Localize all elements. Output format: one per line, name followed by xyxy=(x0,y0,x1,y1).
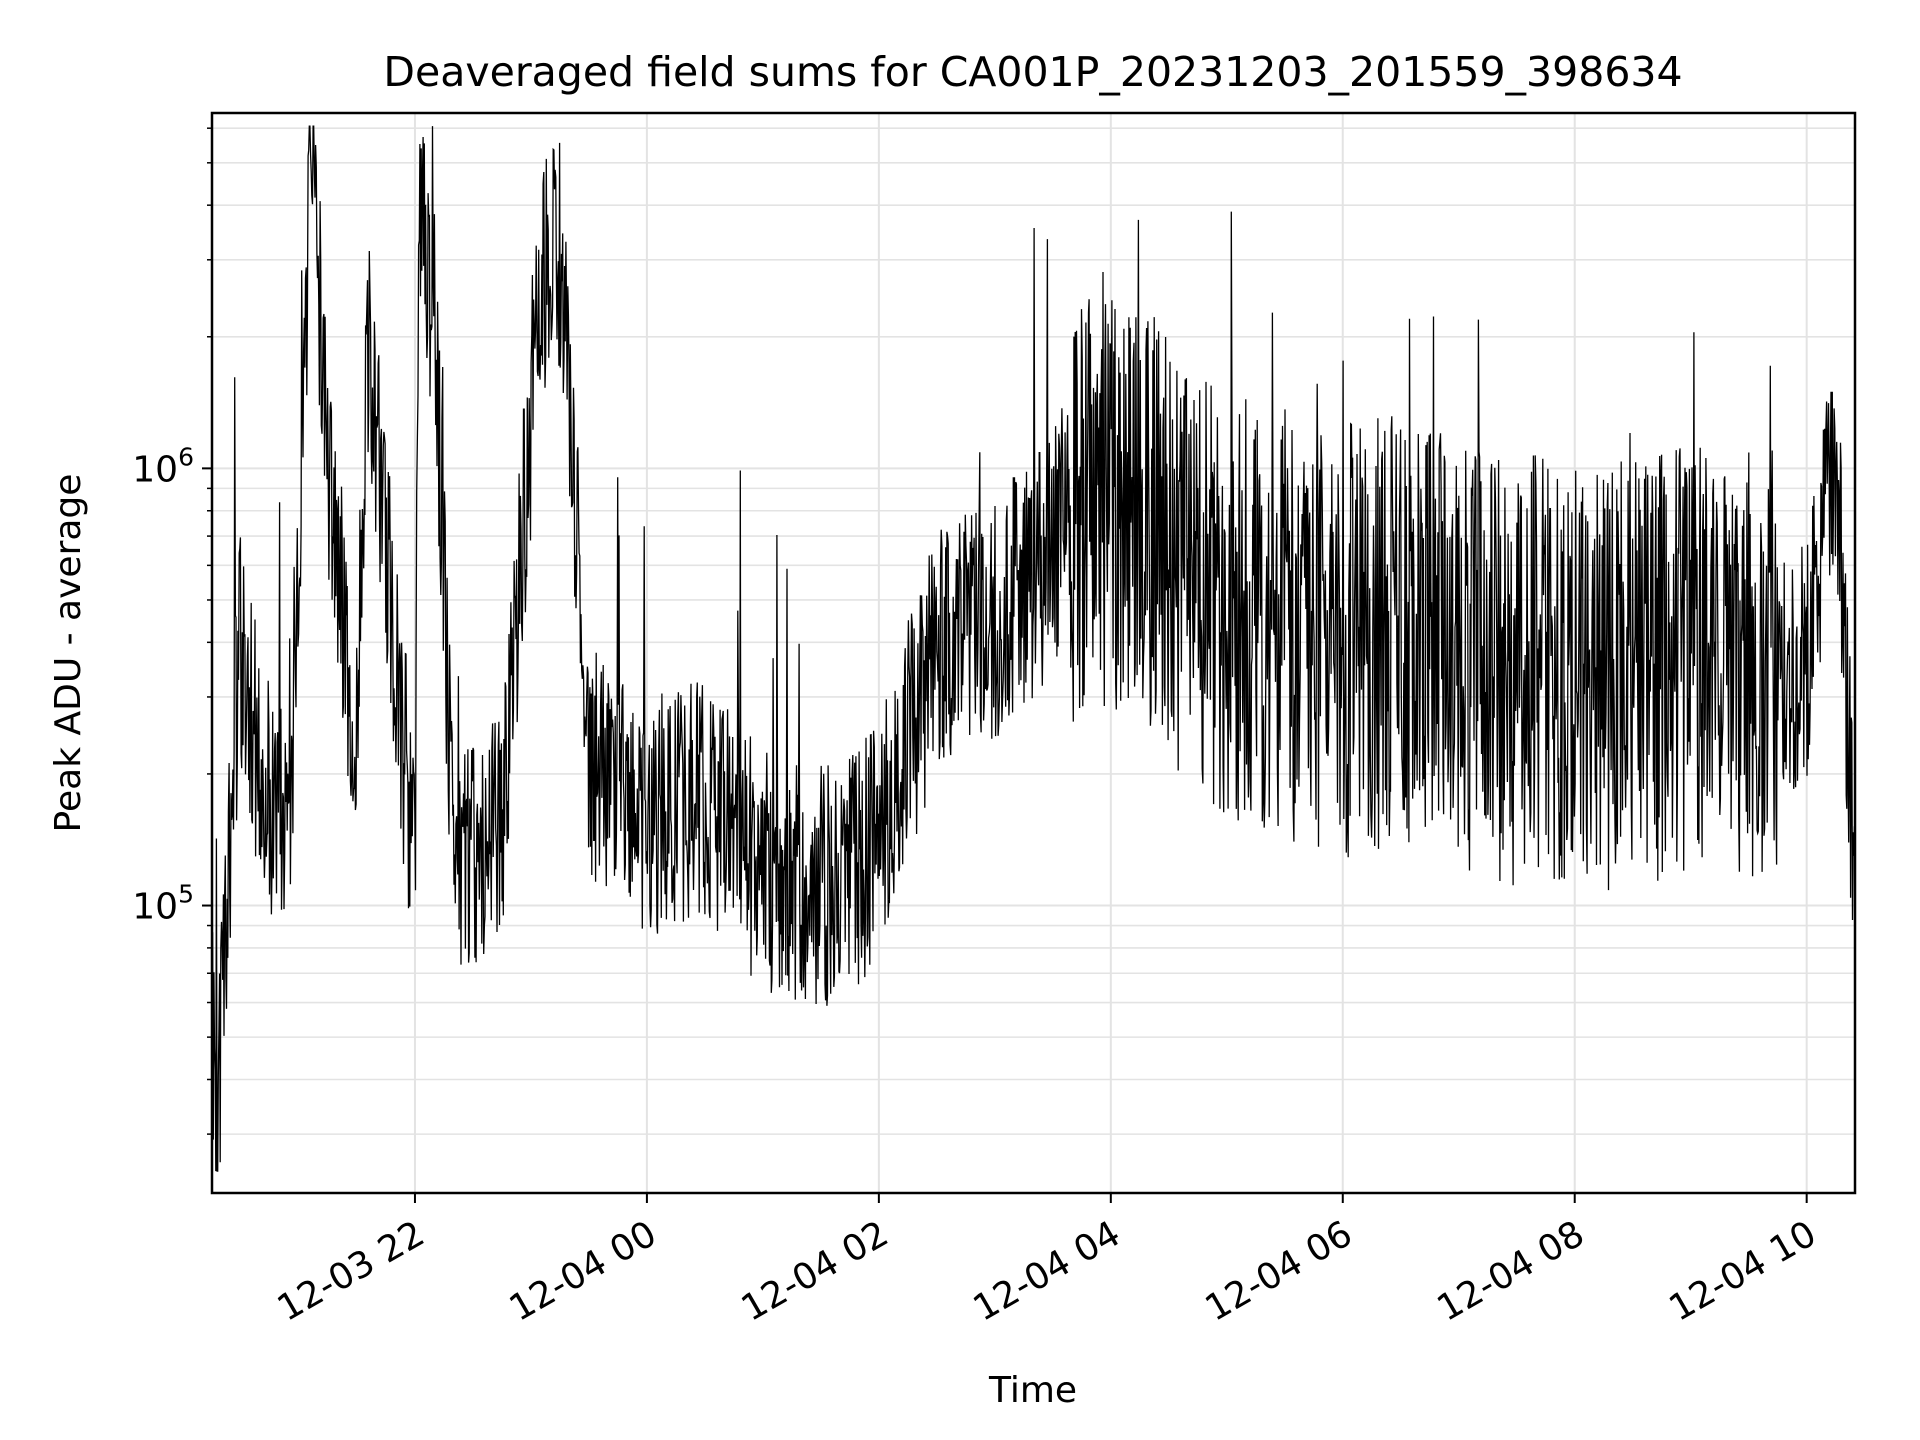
plot-frame xyxy=(210,111,1857,1195)
series-line xyxy=(211,125,1856,1172)
x-axis-label: Time xyxy=(988,1370,1077,1411)
y-tick-label: 105 xyxy=(132,880,194,928)
series-layer xyxy=(211,125,1856,1172)
y-axis-label: Peak ADU - average xyxy=(48,474,89,833)
chart-title: Deaveraged field sums for CA001P_2023120… xyxy=(383,48,1682,96)
y-tick-label: 106 xyxy=(132,442,194,490)
